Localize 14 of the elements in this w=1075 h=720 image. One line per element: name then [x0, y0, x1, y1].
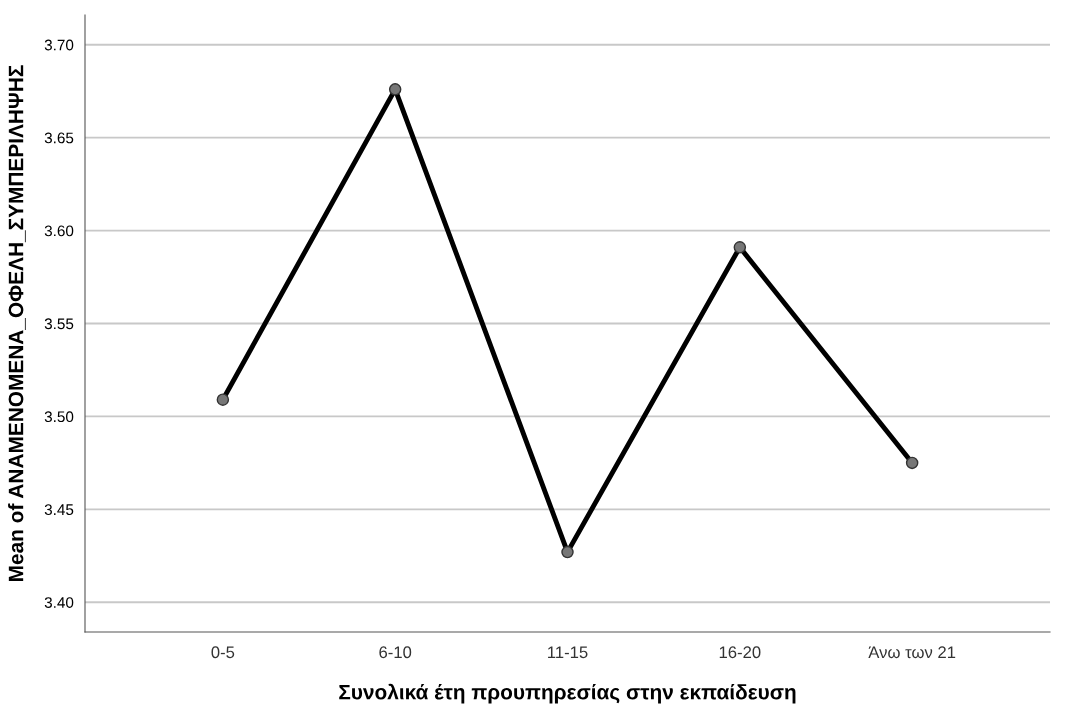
y-tick-label: 3.50 [44, 411, 74, 423]
x-tick-label: 6-10 [379, 646, 412, 659]
y-tick-label: 3.65 [44, 132, 74, 144]
x-axis-title: Συνολικά έτη προυπηρεσίας στην εκπαίδευση [339, 683, 796, 704]
x-tick-label: 16-20 [719, 646, 761, 659]
y-axis-title: Mean of ΑΝΑΜΕΝΟΜΕΝΑ_ΟΦΕΛΗ_ΣΥΜΠΕΡΙΛΗΨΗΣ [8, 65, 26, 581]
y-tick-label: 3.70 [44, 39, 74, 51]
y-tick-label: 3.45 [44, 504, 74, 516]
x-tick-label: 11-15 [548, 646, 588, 659]
y-tick-label: 3.55 [44, 318, 74, 330]
x-tick-label: 0-5 [211, 646, 235, 659]
y-tick-label: 3.60 [44, 225, 74, 237]
x-tick-label: Άνω των 21 [868, 646, 956, 659]
y-tick-label: 3.40 [44, 597, 74, 608]
